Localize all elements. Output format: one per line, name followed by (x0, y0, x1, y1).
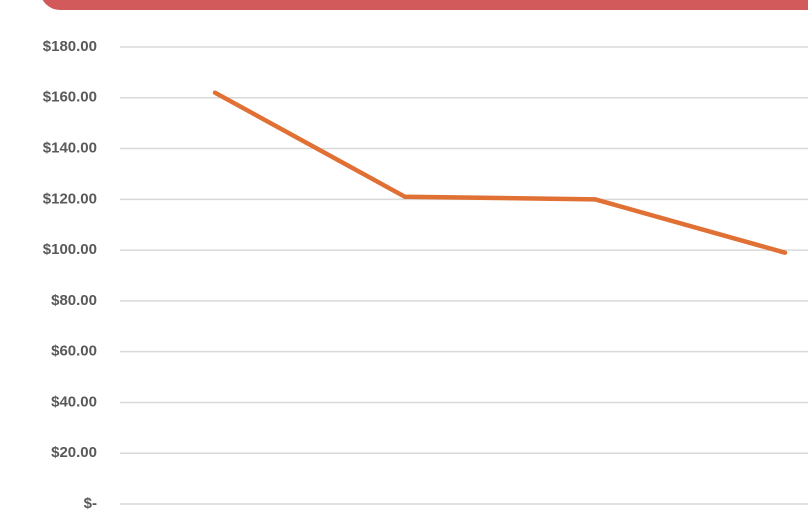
y-tick-label: $180.00 (43, 38, 97, 55)
y-tick-label: $20.00 (51, 444, 97, 461)
data-line (212, 90, 788, 255)
y-tick-label: $120.00 (43, 190, 97, 207)
y-tick-label: $80.00 (51, 292, 97, 309)
y-tick-label: $40.00 (51, 393, 97, 410)
y-tick-label: $60.00 (51, 343, 97, 360)
y-tick-label: $- (84, 495, 97, 512)
y-tick-label: $140.00 (43, 140, 97, 157)
y-tick-label: $100.00 (43, 241, 97, 258)
header-banner (42, 0, 808, 10)
y-tick-label: $160.00 (43, 89, 97, 106)
